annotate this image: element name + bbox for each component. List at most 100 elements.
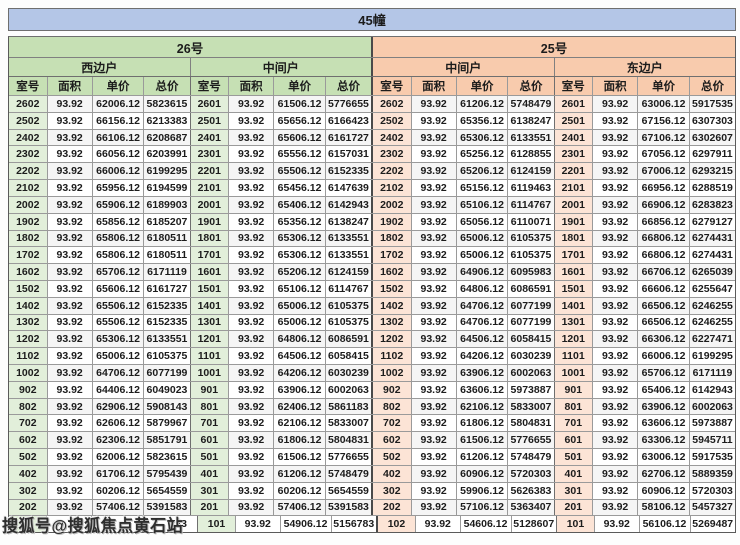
table-cell: 1101 [190, 348, 230, 364]
table-cell: 2001 [190, 196, 230, 213]
table-cell: 5889359 [689, 465, 735, 482]
column-header: 总价 [508, 77, 555, 95]
table-cell: 5776655 [508, 432, 555, 449]
table-cell: 6213383 [144, 112, 191, 129]
table-cell: 64506.12 [274, 348, 326, 364]
table-cell: 65006.12 [274, 314, 326, 331]
table-cell: 6030239 [325, 365, 373, 381]
table-cell [9, 516, 48, 533]
table-cell: 1802 [9, 230, 48, 247]
table-cell: 93.92 [593, 331, 639, 348]
table-cell: 5823615 [144, 96, 191, 112]
table-cell: 62606.12 [92, 415, 145, 432]
table-cell: 1901 [554, 213, 594, 230]
table-cell: 93.92 [593, 365, 639, 381]
table-cell: 93.92 [229, 196, 275, 213]
table-row: 2302 93.92 66056.12 6203991 2301 93.92 65556.1… [9, 145, 735, 163]
table-cell: 64706.12 [92, 365, 145, 381]
table-cell: 93.92 [411, 264, 457, 280]
table-cell: 63906.12 [638, 398, 690, 415]
table-cell: 6194599 [144, 180, 191, 196]
table-cell: 64706.12 [456, 297, 509, 314]
table-row: 2002 93.92 65906.12 6189903 2001 93.92 65406.1… [9, 195, 735, 213]
table-cell: 66806.12 [638, 230, 690, 247]
table-cell: 67106.12 [638, 129, 690, 146]
table-cell: 5128607 [511, 516, 557, 533]
table-cell: 93.92 [593, 314, 639, 331]
table-cell: 65356.12 [274, 213, 326, 230]
table-cell: 5156783 [331, 516, 378, 533]
table-cell: 6157031 [325, 146, 373, 163]
table-cell: 56106.12 [639, 516, 691, 533]
table-cell: 6133551 [325, 230, 373, 247]
table-cell: 65006.12 [92, 348, 145, 364]
table-cell: 65406.12 [638, 381, 690, 398]
table-cell: 5851791 [144, 432, 191, 449]
table-row: 1302 93.92 65506.12 6152335 1301 93.92 65006.1… [9, 313, 735, 331]
table-row: 1402 93.92 65506.12 6152335 1401 93.92 65006.1… [9, 296, 735, 314]
table-cell: 6152335 [144, 297, 191, 314]
table-cell: 93.92 [593, 297, 639, 314]
table-cell: 2201 [554, 163, 594, 180]
table-cell: 93.92 [47, 449, 93, 465]
table-cell: 1402 [9, 297, 48, 314]
table-cell: 93.92 [229, 365, 275, 381]
column-header: 室号 [373, 77, 412, 95]
table-cell: 93.92 [593, 196, 639, 213]
table-cell: 5795439 [144, 465, 191, 482]
table-cell: 6002063 [325, 381, 373, 398]
table-cell: 5833007 [325, 415, 373, 432]
table-cell: 58106.12 [638, 499, 690, 516]
table-cell: 93.92 [229, 112, 275, 129]
table-cell: 6152335 [325, 163, 373, 180]
table-cell: 1702 [9, 247, 48, 264]
column-header: 面积 [229, 77, 275, 95]
table-cell: 93.92 [229, 146, 275, 163]
table-cell: 61506.12 [274, 96, 326, 112]
table-cell: 1101 [554, 348, 594, 364]
table-cell: 60206.12 [92, 482, 145, 499]
table-cell: 5879967 [144, 415, 191, 432]
table-cell: 202 [9, 499, 48, 516]
table-cell: 6077199 [508, 314, 555, 331]
table-cell: 1801 [554, 230, 594, 247]
table-cell: 62106.12 [456, 398, 509, 415]
table-cell: 62706.12 [638, 465, 690, 482]
table-cell: 5804831 [508, 415, 555, 432]
table-cell: 61506.12 [456, 432, 509, 449]
table-cell: 6133551 [144, 331, 191, 348]
table-cell: 93.92 [593, 129, 639, 146]
table-cell: 6203991 [144, 146, 191, 163]
table-cell: 1901 [190, 213, 230, 230]
table-cell: 1401 [554, 297, 594, 314]
table-cell: 2502 [9, 112, 48, 129]
table-cell: 93.92 [411, 482, 457, 499]
table-cell: 62306.12 [92, 432, 145, 449]
unit-header-middle-25: 中间户 [373, 58, 555, 76]
table-cell: 5861183 [325, 398, 373, 415]
table-cell: 902 [9, 381, 48, 398]
table-cell: 6133551 [508, 129, 555, 146]
table-cell: 6105375 [325, 297, 373, 314]
table-cell: 5908143 [144, 398, 191, 415]
table-cell: 65856.12 [92, 213, 145, 230]
table-cell: 93.92 [411, 465, 457, 482]
table-cell: 60906.12 [638, 482, 690, 499]
table-cell: 6171119 [144, 264, 191, 280]
table-cell: 93.92 [229, 348, 275, 364]
table-cell: 93.92 [593, 247, 639, 264]
building-header-26: 26号 [9, 37, 373, 57]
table-cell: 6297911 [689, 146, 735, 163]
table-row: 802 93.92 62906.12 5908143 801 93.92 62406.12 5… [9, 397, 735, 415]
table-cell: 63606.12 [456, 381, 509, 398]
table-cell: 65456.12 [274, 180, 326, 196]
unit-header-middle-26: 中间户 [190, 58, 373, 76]
table-row: 902 93.92 64406.12 6049023 901 93.92 63906.12 6… [9, 380, 735, 398]
table-cell: 93.92 [229, 280, 275, 297]
table-cell: 1502 [373, 280, 412, 297]
table-row: 1602 93.92 65706.12 6171119 1601 93.92 65206.1… [9, 263, 735, 280]
table-cell: 93.92 [593, 146, 639, 163]
table-row: 1702 93.92 65806.12 6180511 1701 93.92 65306.1… [9, 246, 735, 264]
table-cell: 93.92 [47, 314, 93, 331]
table-cell: 6180511 [144, 247, 191, 264]
